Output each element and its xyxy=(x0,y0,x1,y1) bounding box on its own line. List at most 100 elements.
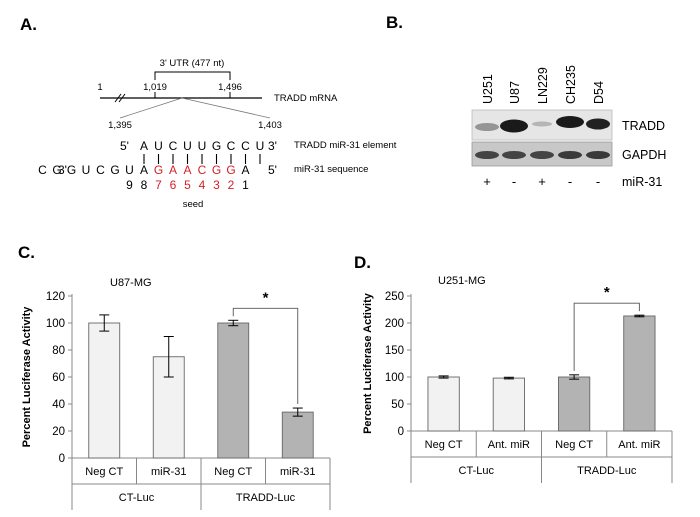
x-tick-label: Neg CT xyxy=(214,466,252,478)
y-tick-label: 40 xyxy=(52,399,65,411)
mir31-base: U xyxy=(82,163,91,177)
mrna-label: TRADD mRNA xyxy=(274,93,338,104)
bar xyxy=(281,411,314,459)
significance-marker: * xyxy=(604,284,610,301)
tradd-base: C xyxy=(169,139,178,153)
y-tick-label: 20 xyxy=(52,426,65,438)
mrna-break-mark-2 xyxy=(118,93,126,103)
y-tick-label: 60 xyxy=(52,372,65,384)
lane-label: U87 xyxy=(508,81,522,104)
mir31-base: G xyxy=(226,163,235,177)
mir31-position-number: 1 xyxy=(242,178,249,192)
group-label: CT-Luc xyxy=(119,492,155,504)
significance-bracket xyxy=(232,307,299,405)
mir31-status: - xyxy=(512,174,516,189)
significance-bracket xyxy=(573,302,640,371)
seed-label: seed xyxy=(183,199,204,210)
mrna-break-mark-1 xyxy=(114,93,122,103)
x-tick-label: Neg CT xyxy=(425,439,463,451)
significance-marker: * xyxy=(263,289,269,306)
mir31-status: - xyxy=(568,174,572,189)
bar xyxy=(217,322,250,459)
y-tick-label: 200 xyxy=(385,318,404,330)
panel-b-letter: B. xyxy=(386,13,403,32)
tradd-base: U xyxy=(198,139,207,153)
tradd-base: U xyxy=(183,139,192,153)
group-label: TRADD-Luc xyxy=(236,492,296,504)
zoom-line-right xyxy=(181,97,271,119)
panel-letter: C. xyxy=(18,243,35,262)
western-blot-lane-labels: U251 U87 LN229 CH235 D54 xyxy=(481,65,606,104)
tradd-seq-3prime: 3' xyxy=(268,139,277,153)
mir31-base: A xyxy=(183,163,191,177)
mir31-base: C xyxy=(198,163,207,177)
mir31-base: C xyxy=(38,163,47,177)
mir31-position-number: 2 xyxy=(228,178,235,192)
tradd-base: U xyxy=(256,139,265,153)
tradd-base: U xyxy=(154,139,163,153)
y-tick-label: 50 xyxy=(391,399,404,411)
tradd-element-label: TRADD miR-31 element xyxy=(294,140,397,151)
bar xyxy=(88,322,121,459)
x-tick-label: Ant. miR xyxy=(488,439,530,451)
tradd-seq-5prime: 5' xyxy=(120,139,129,153)
mir31-base: G xyxy=(212,163,221,177)
panel-b: B. U251 U87 LN229 CH235 D54 TRADD GAPDH + - + -… xyxy=(386,13,666,189)
position-1395: 1,395 xyxy=(108,120,132,131)
mir31-base: U xyxy=(125,163,134,177)
x-tick-label: Neg CT xyxy=(85,466,123,478)
band-label-tradd: TRADD xyxy=(622,119,665,133)
position-1403: 1,403 xyxy=(258,120,282,131)
y-tick-label: 150 xyxy=(385,345,404,357)
mir31-base: C xyxy=(96,163,105,177)
gapdh-band-d54 xyxy=(586,151,610,159)
lane-label: LN229 xyxy=(536,67,550,104)
group-label: TRADD-Luc xyxy=(577,465,637,477)
lane-label: U251 xyxy=(481,74,495,104)
mir-seq-5prime: 5' xyxy=(268,163,277,177)
gapdh-band-ch235 xyxy=(558,151,582,159)
gapdh-band-ln229 xyxy=(530,151,554,159)
y-tick-label: 250 xyxy=(385,291,404,303)
tradd-band-u87 xyxy=(500,119,528,133)
mir31-status-row: + - + - - xyxy=(483,174,600,189)
zoom-line-left xyxy=(119,97,183,119)
position-1: 1 xyxy=(97,82,102,93)
mir31-position-number: 9 xyxy=(126,178,133,192)
gapdh-band-u87 xyxy=(502,151,526,159)
y-tick-label: 120 xyxy=(46,291,65,303)
lane-label: CH235 xyxy=(564,65,578,104)
x-tick-label: miR-31 xyxy=(280,466,315,478)
mir31-status: + xyxy=(483,174,491,189)
y-axis-label: Percent Luciferase Activity xyxy=(21,306,33,448)
group-label: CT-Luc xyxy=(459,465,495,477)
mir-seq-3prime: 3' xyxy=(58,163,67,177)
utr-bracket xyxy=(154,71,231,80)
mir31-base: G xyxy=(154,163,163,177)
position-1496: 1,496 xyxy=(218,82,242,93)
lane-label: D54 xyxy=(592,81,606,104)
panel-letter: D. xyxy=(354,253,371,272)
x-tick-label: miR-31 xyxy=(151,466,186,478)
panel-d-chart: D. U251-MG 0 50 100 150 200 250 Percent Lucifera… xyxy=(354,253,673,483)
utr-label: 3' UTR (477 nt) xyxy=(160,58,225,69)
mir31-base: A xyxy=(241,163,249,177)
tradd-band-u251 xyxy=(475,123,499,131)
bar xyxy=(427,376,460,432)
chart-title: U87-MG xyxy=(110,277,152,289)
panel-a: A. 3' UTR (477 nt) 1 1,019 1,496 TRADD m… xyxy=(20,15,397,210)
tradd-band-ln229 xyxy=(532,121,552,127)
mir31-position-number: 5 xyxy=(184,178,191,192)
chart-title: U251-MG xyxy=(438,275,486,287)
mir31-position-number: 4 xyxy=(199,178,206,192)
panel-c-chart: C. U87-MG 0 20 40 60 80 100 120 Percent Luciferas… xyxy=(18,243,331,510)
y-tick-label: 0 xyxy=(398,426,404,438)
tradd-base: A xyxy=(140,139,148,153)
mir31-base: A xyxy=(169,163,177,177)
gapdh-band-u251 xyxy=(475,151,499,159)
bar xyxy=(623,315,656,432)
y-tick-label: 80 xyxy=(52,345,65,357)
